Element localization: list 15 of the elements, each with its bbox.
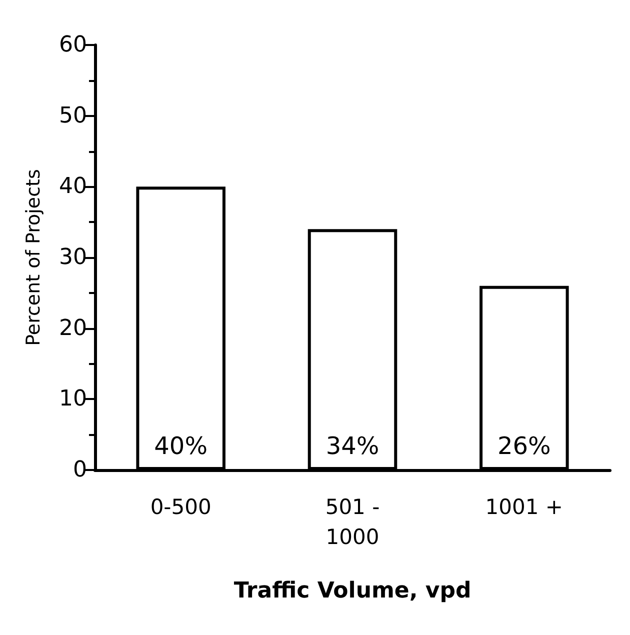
x-tick-label: 1001 + — [485, 495, 564, 519]
data-label: 26% — [497, 432, 551, 460]
y-tick-label: 0 — [73, 458, 87, 482]
y-axis-title: Percent of Projects — [22, 169, 44, 346]
y-tick-label: 60 — [59, 32, 87, 58]
x-tick-label: 0-500 — [150, 495, 212, 519]
y-tick-label: 20 — [59, 316, 87, 341]
y-tick-label: 30 — [59, 245, 87, 270]
y-tick-label: 50 — [59, 103, 87, 128]
x-axis-title: Traffic Volume, vpd — [234, 578, 472, 604]
data-label: 34% — [326, 432, 380, 460]
data-label: 40% — [154, 432, 208, 460]
x-tick-label: 501 - 1000 — [325, 495, 380, 549]
y-tick-label: 40 — [59, 174, 87, 200]
y-tick-label: 10 — [59, 386, 87, 412]
